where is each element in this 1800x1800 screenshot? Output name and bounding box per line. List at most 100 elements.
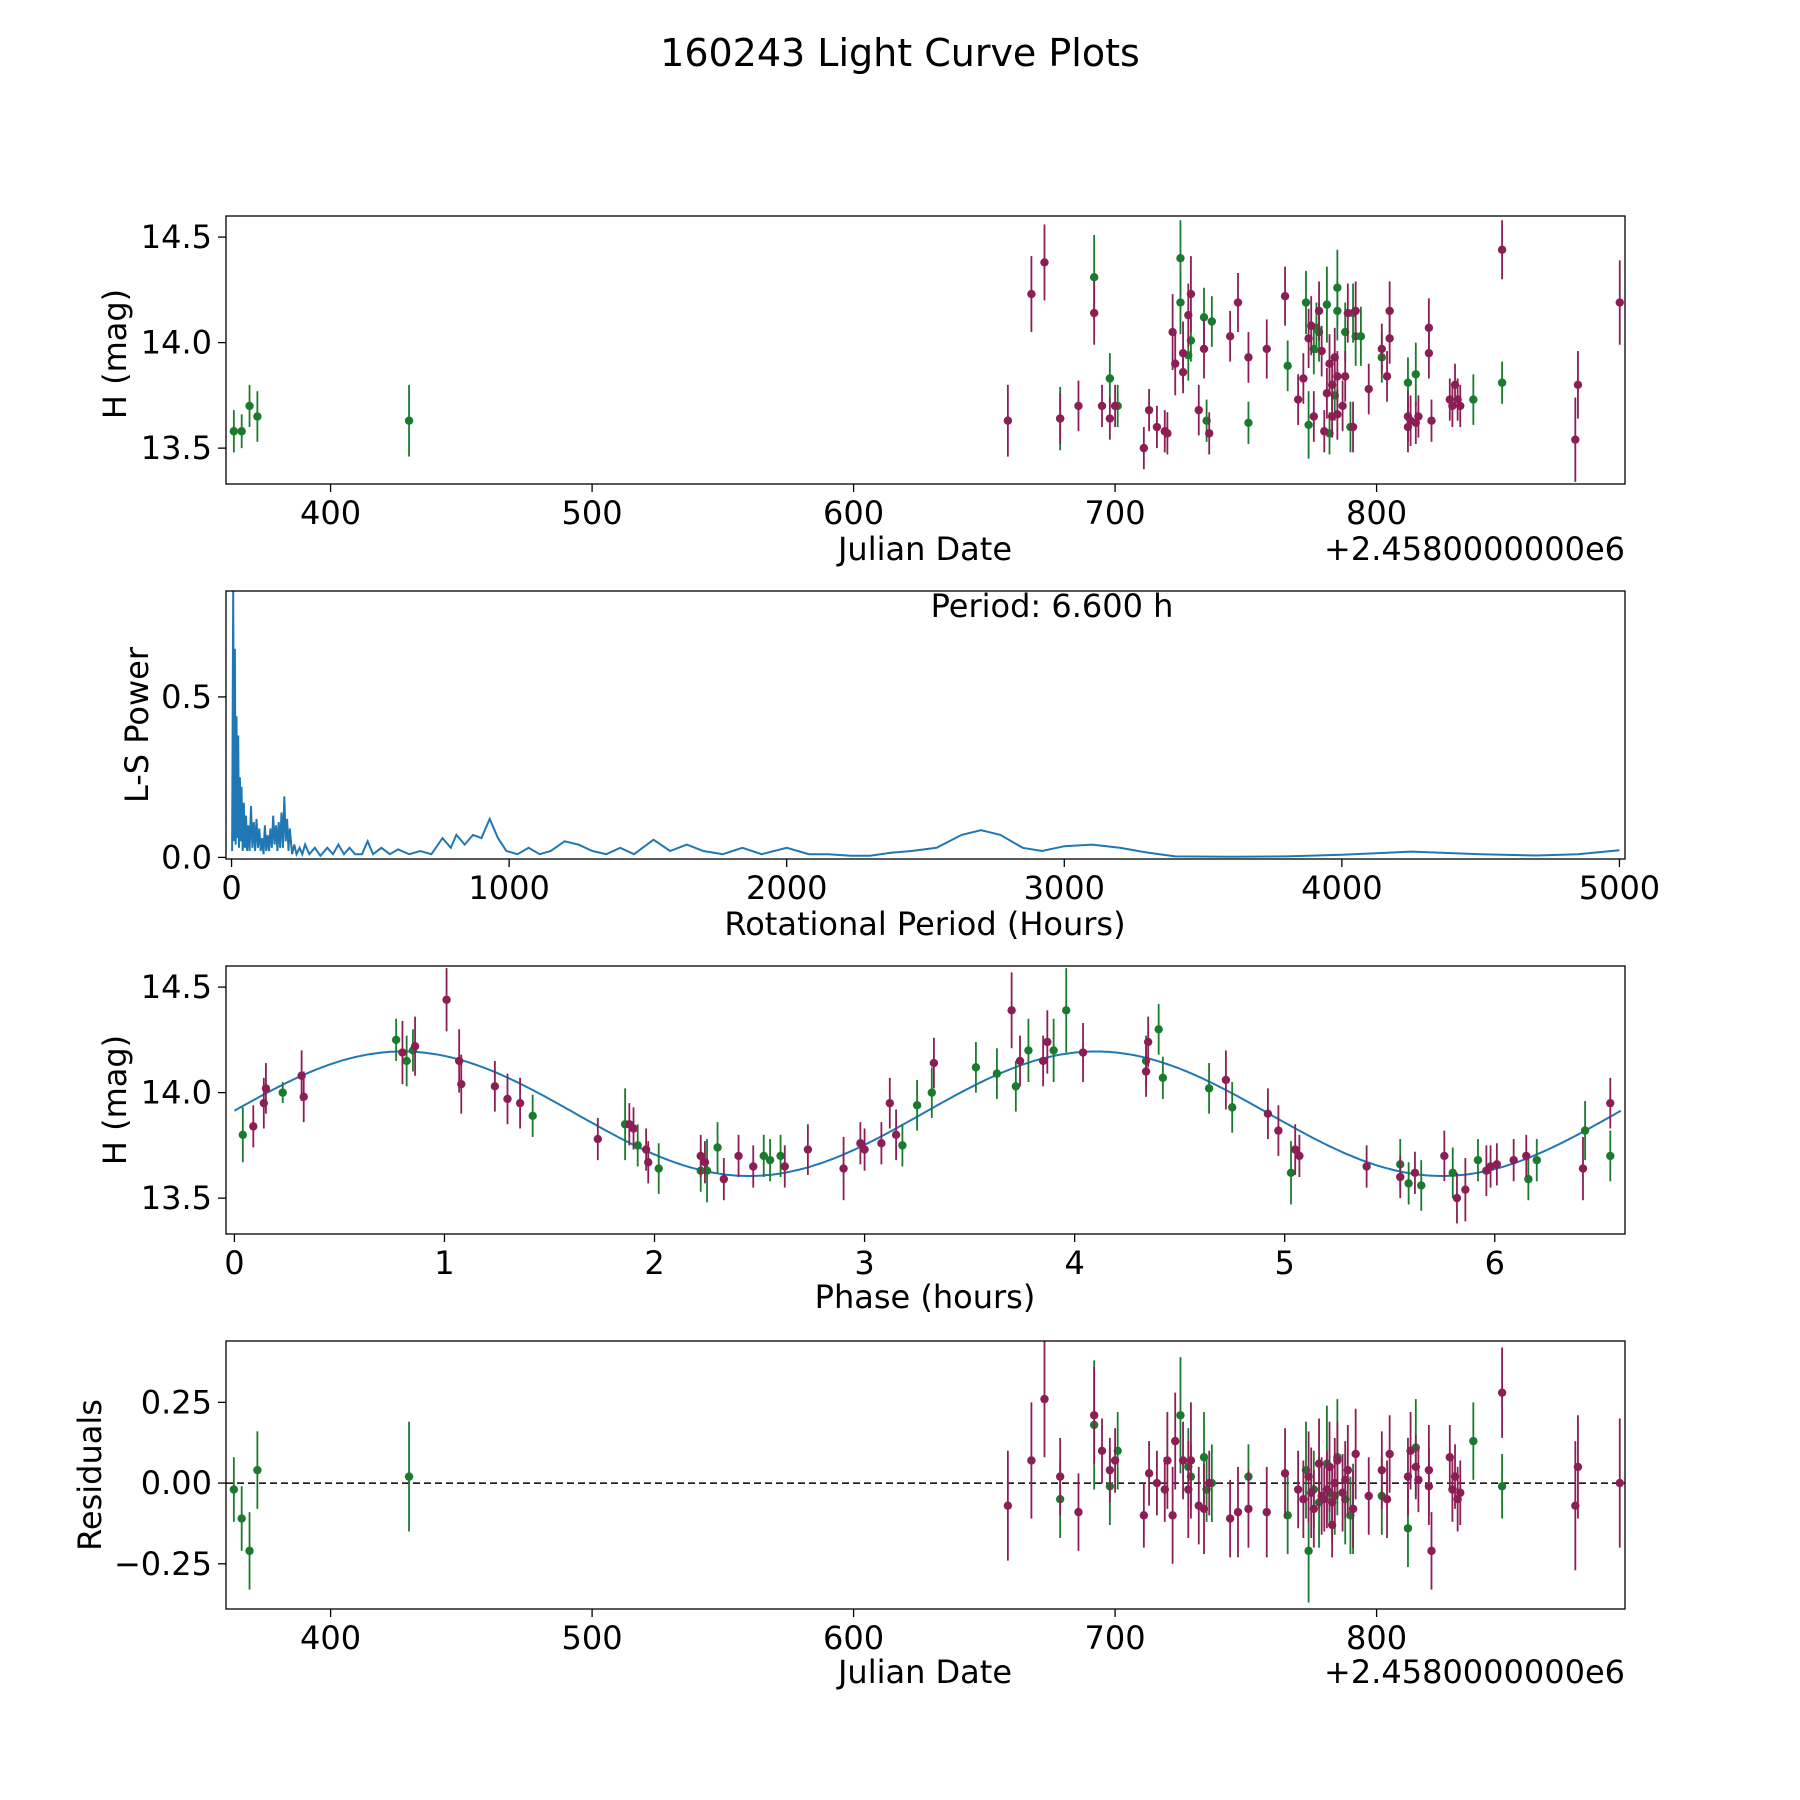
data-point-green (1176, 1411, 1185, 1420)
data-point-green (1322, 300, 1332, 309)
data-point-purple (929, 1058, 939, 1068)
data-point-green (1448, 1168, 1457, 1178)
ylabel-phased: H (mag) (96, 1035, 134, 1165)
data-point-purple (1163, 1456, 1172, 1465)
axes-frame (225, 590, 1626, 860)
data-point-green (1105, 374, 1115, 383)
data-point-purple (1233, 1507, 1243, 1517)
data-point-purple (877, 1139, 886, 1148)
data-point-purple (1139, 443, 1149, 453)
data-point-green (253, 1465, 262, 1475)
data-point-purple (1452, 1193, 1462, 1203)
data-point-green (1062, 1006, 1071, 1015)
data-point-purple (1178, 1456, 1188, 1465)
axes-frame (225, 215, 1626, 485)
y-tick-label: 0.5 (161, 678, 212, 716)
data-point-purple (1309, 412, 1319, 421)
data-point-green (1154, 1025, 1163, 1034)
data-point-purple (1110, 401, 1120, 411)
data-point-purple (1110, 1456, 1120, 1465)
x-tick-label: 800 (1346, 494, 1407, 532)
data-point-purple (1186, 1456, 1196, 1465)
data-point-green (245, 401, 254, 411)
data-point-purple (1040, 258, 1049, 267)
data-point-green (1176, 298, 1185, 307)
data-point-purple (1578, 1164, 1588, 1173)
data-point-purple (1144, 405, 1154, 415)
y-tick-label: 13.5 (141, 429, 212, 467)
period-annotation: Period: 6.600 h (931, 587, 1174, 625)
x-tick-label: 6 (1485, 1244, 1505, 1282)
data-point-purple (1314, 306, 1324, 316)
data-point-purple (700, 1158, 710, 1167)
data-point-green (1404, 1179, 1413, 1188)
data-point-green (229, 427, 239, 436)
data-point-purple (1027, 1456, 1036, 1465)
data-point-purple (1440, 1151, 1449, 1161)
data-point-purple (1385, 306, 1394, 316)
data-point-green (776, 1151, 785, 1161)
periodogram-line (231, 591, 1620, 858)
offset-label-residuals: +2.4580000000e6 (1324, 1653, 1625, 1691)
data-point-green (229, 1485, 239, 1494)
panel-periodogram: Rotational Period (Hours) L-S Power Peri… (118, 587, 1660, 943)
data-point-purple (1382, 372, 1392, 381)
data-point-purple (1343, 308, 1353, 318)
x-tick-label: 1 (434, 1244, 454, 1282)
data-point-green (1158, 1073, 1168, 1083)
figure-title: 160243 Light Curve Plots (660, 31, 1140, 75)
data-point-purple (1456, 1488, 1465, 1497)
data-point-green (1286, 1168, 1296, 1178)
data-point-green (278, 1088, 287, 1097)
data-point-purple (1097, 1446, 1107, 1455)
data-point-green (238, 1130, 248, 1140)
y-tick-label: 13.5 (141, 1179, 212, 1217)
data-point-green (253, 412, 262, 421)
data-point-green (1304, 420, 1313, 430)
data-point-green (1417, 1181, 1426, 1190)
data-point-purple (1492, 1160, 1502, 1169)
data-point-purple (1424, 323, 1434, 333)
data-point-green (1176, 254, 1185, 263)
data-point-green (1244, 418, 1253, 428)
data-point-purple (398, 1048, 407, 1057)
data-point-green (404, 416, 414, 425)
data-point-purple (1293, 1485, 1303, 1494)
data-point-purple (1007, 1006, 1016, 1015)
axes-frame (225, 965, 1626, 1235)
x-tick-label: 5000 (1579, 869, 1660, 907)
data-point-purple (1225, 1514, 1235, 1523)
data-point-purple (515, 1098, 525, 1108)
data-point-green (1024, 1046, 1033, 1055)
data-point-green (237, 427, 246, 436)
data-point-purple (249, 1122, 258, 1131)
data-point-purple (1055, 1472, 1065, 1481)
data-point-purple (1456, 401, 1465, 411)
x-tick-label: 800 (1346, 1619, 1407, 1657)
data-point-purple (1105, 414, 1115, 423)
data-point-green (1497, 378, 1507, 387)
data-point-purple (1341, 372, 1350, 381)
data-point-green (971, 1063, 981, 1072)
data-point-green (1283, 361, 1292, 371)
y-tick-label: 0.00 (141, 1464, 212, 1502)
data-point-purple (1280, 1469, 1290, 1478)
data-point-purple (1291, 1145, 1300, 1154)
x-tick-label: 2000 (746, 869, 827, 907)
x-tick-label: 2 (644, 1244, 664, 1282)
data-point-green (713, 1143, 722, 1152)
data-point-purple (1295, 1151, 1304, 1161)
data-point-purple (1348, 422, 1358, 432)
data-point-green (1333, 306, 1342, 316)
data-point-green (1227, 1103, 1237, 1112)
data-point-purple (1606, 1098, 1615, 1108)
data-point-green (1304, 1546, 1313, 1556)
xlabel-periodogram: Rotational Period (Hours) (724, 905, 1125, 943)
data-point-purple (1040, 1394, 1049, 1404)
data-point-purple (1333, 410, 1342, 419)
data-point-purple (1573, 380, 1583, 390)
data-point-purple (1343, 1465, 1353, 1475)
data-point-green (927, 1088, 937, 1097)
data-point-green (1403, 378, 1413, 387)
data-point-purple (839, 1164, 848, 1173)
